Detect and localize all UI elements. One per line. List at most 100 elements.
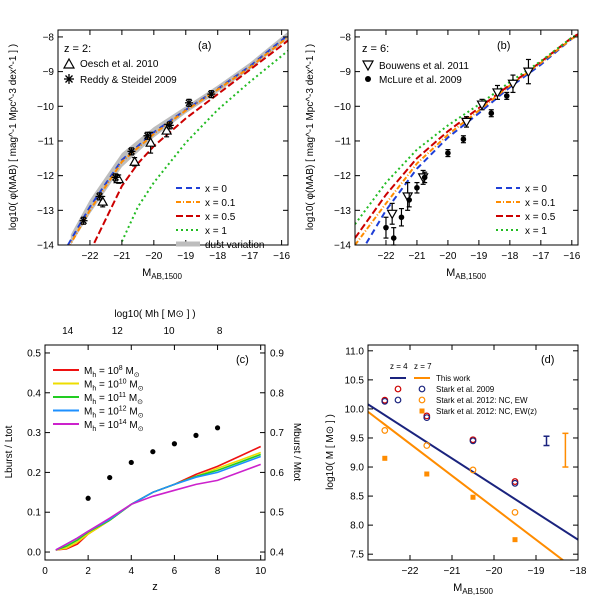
mass-legend: Mh = 108 M⊙Mh = 1010 M⊙Mh = 1011 M⊙Mh = …: [53, 365, 144, 433]
series-line: [68, 36, 288, 245]
triangle-down-marker: [476, 100, 488, 111]
triangle-down-marker: [507, 79, 519, 90]
legend-bouwens-marker: [361, 60, 375, 72]
y-tick-label: 7.5: [350, 550, 364, 561]
y-tick-label: 11.0: [345, 346, 364, 357]
dot-marker: [460, 136, 467, 143]
y-axis-title: log10( φ(MAB) [ mag^-1 Mpc^-3 dex^-1 ] ): [8, 44, 19, 230]
y-tick-label: 0.1: [27, 508, 41, 519]
stark2012-ew-marker: [469, 466, 477, 474]
star-marker: [143, 131, 152, 140]
redshift-label: z = 2:: [64, 43, 91, 55]
x-tick-label: −21: [408, 251, 425, 262]
series-line: [364, 34, 578, 245]
legend-sup: 10: [119, 379, 127, 386]
legend-unit: M: [127, 420, 138, 431]
legend-unit: M: [123, 366, 134, 377]
model-lines-layer: [368, 403, 578, 560]
dot-marker: [503, 93, 510, 99]
legend-label-x1: x = 1: [525, 226, 547, 237]
legend-main: M: [84, 366, 92, 377]
y-tick-label: 8.5: [350, 492, 364, 503]
x-tick-label: −19: [470, 251, 487, 262]
legend-marker-stark12-z7: [418, 396, 426, 404]
axis-ticks: −22 −21 −20 −19 −18 7.5 8.0 8.5 9.0 9.5 10.0 10.5 11…: [345, 345, 587, 577]
y-tick-label: −10: [334, 102, 351, 113]
x-tick-label: −21: [113, 251, 130, 262]
panel-d: −22 −21 −20 −19 −18 7.5 8.0 8.5 9.0 9.5 10.0 10.5 11…: [325, 344, 587, 596]
legend-label-x01: x = 0.1: [205, 198, 236, 209]
x-tick-label: −17: [241, 251, 258, 262]
y-tick-label: −12: [334, 171, 351, 182]
axis-ticks: −22 −21 −20 −19 −18 −17 −16 −14 −13 −12 −11 −10 −9 −8: [334, 30, 581, 262]
legend-marker-stark09-z7: [418, 385, 426, 393]
x-tick-label: −19: [177, 251, 194, 262]
y-tick-label: 9.5: [350, 433, 364, 444]
legend-sub: h: [92, 399, 96, 406]
legend-label-x05: x = 0.5: [205, 212, 236, 223]
dot-marker: [445, 150, 451, 156]
legend-main: M: [84, 393, 92, 404]
legend-sun: ⊙: [137, 399, 143, 406]
legend-label: Mh = 1011 M⊙: [84, 392, 143, 406]
data-legend: Bouwens et al. 2011 McLure et al. 2009: [361, 60, 469, 86]
legend-oesch-marker: [62, 57, 76, 69]
plot-frame: [57, 29, 289, 246]
x-tick-label: −20: [145, 251, 162, 262]
panel-label: (a): [198, 40, 211, 52]
plot-frame: [44, 344, 266, 561]
x-tick-label: 4: [128, 566, 134, 577]
data-points-layer: [381, 396, 569, 543]
star-stroke: [128, 147, 135, 155]
y-tick-label: 10.5: [345, 375, 365, 386]
legend-sub: h: [92, 413, 96, 420]
series-line: [368, 411, 565, 560]
star-stroke: [80, 217, 88, 225]
triangle-down-marker: [386, 209, 398, 220]
top-axis-title: log10( Mh [ M⊙ ] ): [114, 309, 195, 320]
x-tick-label: −18: [209, 251, 226, 262]
legend-label-x1: x = 1: [205, 226, 227, 237]
legend-rest: = 10: [96, 420, 119, 431]
panel-label: (d): [541, 354, 554, 366]
x-axis-title: MAB,1500: [142, 267, 182, 281]
legend-reddy-marker: [64, 74, 74, 84]
triangle-down-marker: [522, 67, 534, 78]
legend-header-z4: z = 4: [390, 362, 408, 371]
plot-frame: [367, 344, 579, 561]
axis-ticks: 0 2 4 6 8 10 0.0 0.1 0.2 0.3 0.4 0.5 0.4 0.5 0.6 0.7 0.8…: [27, 326, 284, 577]
star-marker: [111, 173, 120, 182]
y-tick-label: 0.4: [27, 388, 41, 399]
legend-unit: M: [127, 380, 138, 391]
model-legend: x = 0 x = 0.1 x = 0.5 x = 1 dust variati…: [176, 184, 264, 251]
plot-frame: [354, 29, 579, 246]
x-tick-label: −22: [81, 251, 98, 262]
dot-marker: [488, 110, 495, 117]
y-tick-label: 10.0: [345, 404, 365, 415]
x-axis-title: z: [152, 581, 158, 593]
legend-header-z7: z = 7: [414, 362, 432, 371]
y2-tick-label: 0.7: [270, 428, 284, 439]
redshift-label: z = 6:: [362, 43, 389, 55]
y-tick-label: 0.2: [27, 468, 41, 479]
x-axis-title: MAB,1500: [453, 582, 493, 596]
panel-label: (b): [497, 40, 510, 52]
x-tick-label: 0: [42, 566, 48, 577]
series-line: [92, 39, 288, 245]
model-legend: x = 0 x = 0.1 x = 0.5 x = 1: [496, 184, 556, 237]
y-tick-label: −13: [37, 206, 54, 217]
y2-axis-title: Mburst / Mtot: [291, 423, 302, 482]
mass-ratio-point: [171, 441, 178, 447]
x-tick-label: −20: [486, 566, 503, 577]
legend-label-x01: x = 0.1: [525, 198, 556, 209]
y-tick-label: 0.3: [27, 428, 41, 439]
legend-marker-stark09-z4: [394, 385, 402, 393]
x-tick-label: −18: [501, 251, 518, 262]
stark2009-marker: [423, 414, 431, 422]
y-axis-title: log10( M [ M⊙ ] ): [325, 414, 336, 490]
legend-sup: 12: [119, 406, 127, 413]
mass-ratio-point: [214, 425, 221, 431]
legend-sun: ⊙: [134, 372, 140, 379]
y-tick-label: −11: [335, 136, 352, 147]
x-tick-label: −19: [528, 566, 545, 577]
